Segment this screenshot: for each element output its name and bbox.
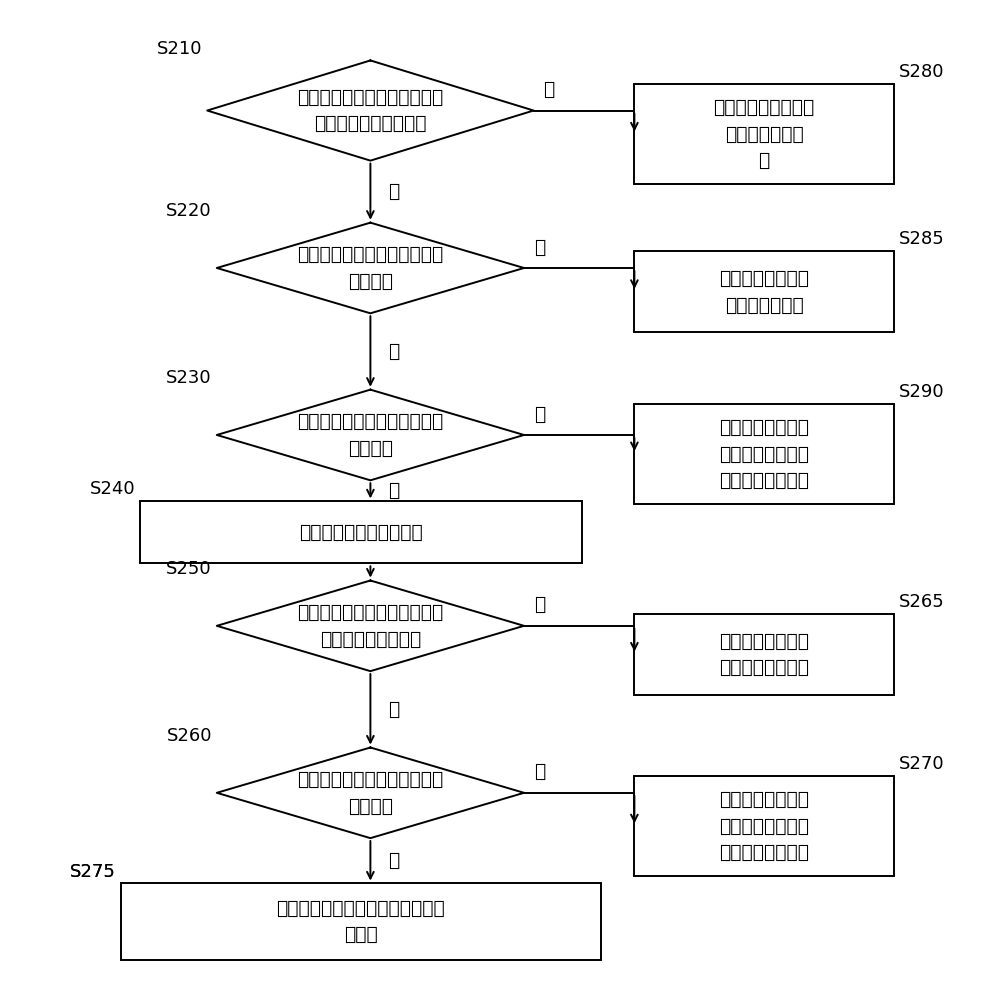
Text: S220: S220 bbox=[166, 202, 212, 220]
Text: 中止充电终端向车辆充电: 中止充电终端向车辆充电 bbox=[299, 523, 423, 542]
Text: 否: 否 bbox=[534, 595, 545, 614]
Text: 根据车辆的充电请求
对各车辆进行充
电: 根据车辆的充电请求 对各车辆进行充 电 bbox=[713, 98, 815, 170]
Text: 否: 否 bbox=[534, 405, 545, 423]
Bar bbox=[634, 84, 894, 185]
Text: S280: S280 bbox=[898, 64, 944, 82]
Text: S270: S270 bbox=[898, 755, 944, 773]
Text: 是: 是 bbox=[388, 700, 399, 719]
Text: 根据储能充电站内
车辆的优先级别对
部分车辆进行充电: 根据储能充电站内 车辆的优先级别对 部分车辆进行充电 bbox=[719, 418, 809, 490]
Text: 是: 是 bbox=[388, 342, 399, 361]
Text: 根据车辆的充电请求恢复对各车辆
的充电: 根据车辆的充电请求恢复对各车辆 的充电 bbox=[276, 899, 445, 944]
Polygon shape bbox=[217, 747, 524, 838]
Polygon shape bbox=[217, 580, 524, 671]
Text: S260: S260 bbox=[166, 727, 212, 745]
Text: 否: 否 bbox=[534, 238, 545, 256]
Text: S275: S275 bbox=[70, 863, 116, 881]
Text: S265: S265 bbox=[898, 593, 944, 611]
Text: 是: 是 bbox=[388, 481, 399, 500]
Text: 控制充电终端对车
辆进行慢速充电: 控制充电终端对车 辆进行慢速充电 bbox=[719, 269, 809, 314]
Text: 获取储能系统的电量并判断该
电量是否小于第二电量: 获取储能系统的电量并判断该 电量是否小于第二电量 bbox=[297, 87, 444, 133]
Text: 判断储能系统的电量是否大于
第五电量: 判断储能系统的电量是否大于 第五电量 bbox=[297, 770, 444, 815]
Text: 是: 是 bbox=[388, 851, 399, 871]
Bar bbox=[121, 884, 601, 960]
Text: 获取所述储能系统的电量并判
断是否大于第四电量: 获取所述储能系统的电量并判 断是否大于第四电量 bbox=[297, 603, 444, 648]
Text: 是: 是 bbox=[388, 182, 399, 201]
Text: 否: 否 bbox=[543, 81, 554, 99]
Text: 保持中止充电终端
向车辆充电的状态: 保持中止充电终端 向车辆充电的状态 bbox=[719, 632, 809, 677]
Text: S240: S240 bbox=[90, 480, 135, 498]
Text: S250: S250 bbox=[166, 560, 212, 578]
Text: S230: S230 bbox=[166, 369, 212, 387]
Polygon shape bbox=[207, 61, 534, 161]
Text: 根据储能充电站内
车辆的优先级别对
部分车辆恢复充电: 根据储能充电站内 车辆的优先级别对 部分车辆恢复充电 bbox=[719, 790, 809, 862]
Bar bbox=[634, 404, 894, 504]
Bar bbox=[634, 614, 894, 695]
Polygon shape bbox=[217, 390, 524, 480]
Text: S275: S275 bbox=[70, 863, 116, 881]
Text: S210: S210 bbox=[157, 40, 202, 58]
Text: S285: S285 bbox=[898, 231, 944, 248]
Text: 否: 否 bbox=[534, 762, 545, 781]
Text: S290: S290 bbox=[898, 383, 944, 402]
Text: 判断储能系统的电量是否小于
第三电量: 判断储能系统的电量是否小于 第三电量 bbox=[297, 246, 444, 290]
Text: 判断储能系统的电量是否小于
第一电量: 判断储能系统的电量是否小于 第一电量 bbox=[297, 413, 444, 457]
Bar bbox=[140, 501, 582, 564]
Bar bbox=[634, 251, 894, 332]
Bar bbox=[634, 776, 894, 877]
Polygon shape bbox=[217, 223, 524, 313]
